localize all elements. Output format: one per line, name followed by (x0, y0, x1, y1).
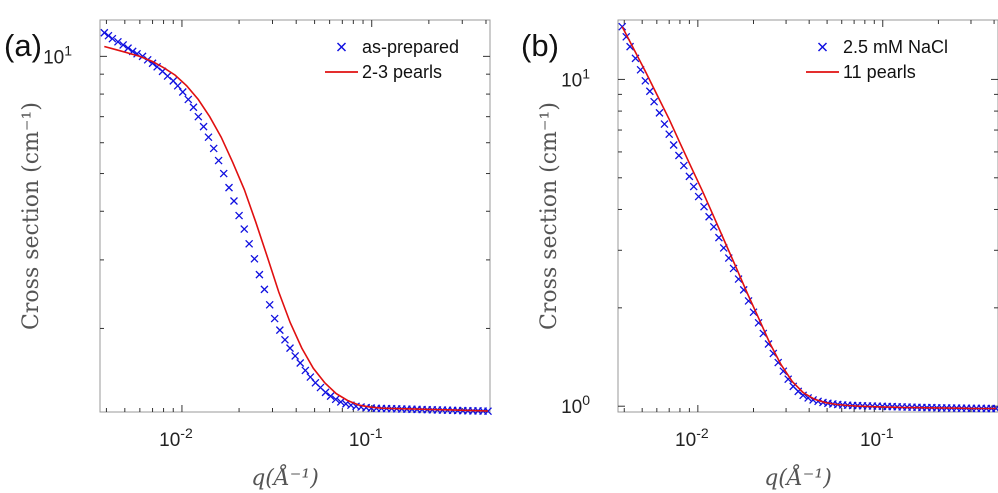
panel-b-data-point (665, 130, 674, 139)
panel-b-y-tick-label-exp: 1 (582, 65, 590, 81)
panel-b-data-point (660, 120, 669, 129)
panel-b-x-axis-label: q(Å⁻¹) (764, 463, 832, 491)
panel-a-data-point (119, 40, 128, 49)
panel-a-data-point (178, 88, 187, 96)
panel-a-data-point (296, 359, 305, 367)
panel-b-legend-marker (817, 42, 828, 52)
panel-a-data-point (240, 225, 249, 234)
panel-a-x-tick-label: 10-2 (159, 425, 193, 451)
panel-a-y-tick-label: 101 (43, 42, 72, 68)
panel-a-fit-line (104, 45, 489, 412)
panel-b-y-tick-label-exp: 0 (582, 392, 590, 408)
panel-b-data-point (700, 202, 708, 211)
panel-a-data-point (108, 34, 117, 43)
panel-a-data-point (235, 211, 244, 220)
panel-a-data-point (184, 95, 193, 104)
panel-a-y-tick-label-base: 10 (43, 47, 64, 68)
panel-b-data-point (685, 172, 694, 181)
panel-a-data-point (321, 388, 330, 397)
panel-a-data-point (209, 144, 218, 153)
panel-b-data-point (641, 76, 650, 85)
panel-a-data-point (281, 335, 289, 344)
panel-b-data-point (655, 108, 664, 117)
panel-b-x-tick-label-base: 10 (675, 430, 696, 451)
panel-a-data-point (204, 133, 213, 142)
panel-b-data-point (674, 151, 683, 160)
panel-b-data-point (626, 42, 635, 51)
panel-a-data-point (326, 392, 335, 401)
panel-b-legend-label: 2.5 mM NaCl (843, 37, 948, 57)
panel-b-data-point (689, 182, 698, 191)
panel-a-data-point (260, 285, 269, 294)
panel-a-axes-box (99, 19, 491, 413)
panel-a-data-point (199, 122, 208, 131)
panel-a-data-point (225, 183, 233, 192)
panel-a-data-point (275, 326, 284, 335)
panel-a-x-tick-label-base: 10 (159, 430, 180, 451)
panel-a-x-axis-label: q(Å⁻¹) (251, 463, 319, 491)
panel-b-x-tick-label: 10-2 (675, 425, 709, 451)
panel-b-y-axis-label: Cross section (cm⁻¹) (537, 102, 562, 330)
panel-b-data-point (645, 87, 654, 96)
panel-a-data-point (286, 344, 294, 353)
panel-b-data-point (799, 391, 808, 400)
panel-b-x-tick-label: 10-1 (860, 425, 894, 451)
panel-b-data-point (779, 367, 788, 376)
panel-b-data-point (694, 192, 703, 201)
panel-b-data-point (669, 141, 678, 149)
panel-b-data-point (784, 375, 793, 384)
panel-a-x-tick-label-exp: -2 (180, 425, 193, 441)
panel-b-axes-box (617, 19, 998, 413)
panel-a-data-point (291, 351, 300, 360)
panel-a-data-point (255, 270, 264, 279)
panel-a-data-point (189, 103, 198, 112)
panel-a-x-tick-label-base: 10 (349, 430, 370, 451)
panel-b-series-2-5-mm-nacl (618, 22, 998, 413)
panel-b-data-point (650, 97, 659, 106)
panel-b-data-point (749, 308, 758, 317)
panel-b-y-tick-label-base: 10 (561, 397, 582, 418)
panel-b-label: (b) (521, 28, 559, 63)
panel-a-y-axis-label: Cross section (cm⁻¹) (19, 102, 44, 330)
panel-a-legend-marker (336, 42, 347, 52)
panel-b-data-point (709, 222, 718, 231)
panel-a-series-as-prepared (100, 28, 492, 416)
panel-a-data-point (230, 197, 238, 205)
panel-a-data-point (270, 314, 279, 323)
panel-a-legend-label: as-prepared (362, 37, 459, 57)
panel-a-legend-label: 2-3 pearls (362, 62, 442, 82)
panel-a-data-point (173, 81, 182, 90)
panel-a-label: (a) (4, 28, 42, 63)
panel-a-data-point (301, 366, 310, 375)
panel-b-data-point (679, 161, 688, 170)
panel-a-y-tick-label-exp: 1 (64, 42, 72, 58)
panel-a-data-point (214, 156, 223, 165)
panel-a-data-point (113, 37, 122, 46)
panel-b-x-tick-label-exp: -2 (696, 425, 709, 441)
panel-b-fit-line (621, 26, 997, 410)
panel-a-data-point (331, 395, 340, 404)
panel-a-data-point (219, 169, 228, 178)
panel-a-data-point (245, 239, 254, 248)
panel-b-legend-label: 11 pearls (843, 62, 916, 82)
panel-a-x-tick-label: 10-1 (349, 425, 383, 451)
panel-b-x-tick-label-base: 10 (860, 430, 881, 451)
panel-a-data-point (124, 44, 133, 53)
panel-a-data-point (265, 300, 274, 309)
panel-b-data-point (804, 393, 813, 402)
panel-a-data-point (100, 28, 109, 37)
panel-a-data-point (194, 112, 203, 121)
panel-b-y-tick-label-base: 10 (561, 70, 582, 91)
panel-b-y-tick-label: 101 (561, 65, 590, 91)
panel-a-data-point (336, 397, 345, 406)
panel-a-x-tick-label-exp: -1 (370, 425, 383, 441)
panel-a-data-point (250, 254, 259, 263)
panel-b-x-tick-label-exp: -1 (881, 425, 894, 441)
panel-b-data-point (744, 296, 753, 305)
panel-b-y-tick-label: 100 (561, 392, 590, 418)
panel-a-data-point (484, 407, 492, 416)
panel-b-data-point (705, 212, 714, 221)
